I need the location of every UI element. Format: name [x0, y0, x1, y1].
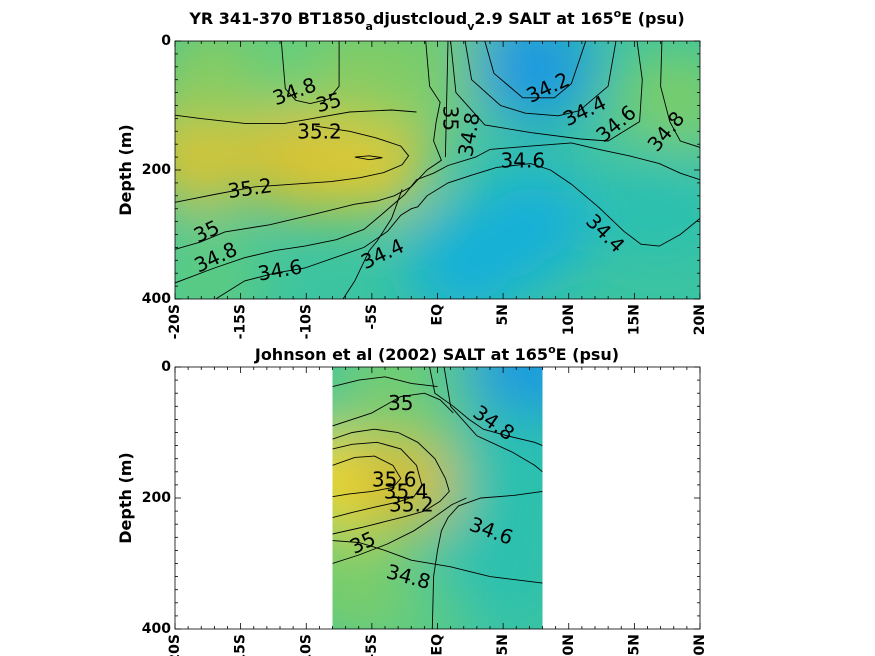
- title-segment: Johnson et al (2002) SALT at 165: [254, 345, 548, 364]
- field-blob: [407, 205, 531, 299]
- x-tick-label: -5S: [364, 634, 380, 656]
- contour-label: 34.6: [501, 148, 546, 172]
- y-axis-label: Depth (m): [116, 452, 135, 544]
- y-tick-label: 400: [142, 291, 171, 307]
- title-segment: 2.9 SALT at 165: [474, 9, 613, 28]
- contour-label: 35.2: [297, 119, 342, 143]
- field-blob: [175, 221, 269, 299]
- title-segment: o: [614, 7, 622, 20]
- x-tick-label: EQ: [430, 634, 446, 656]
- contour-label: 35.2: [389, 493, 434, 517]
- contour-line: [660, 41, 700, 148]
- x-tick-label: -5S: [364, 304, 380, 330]
- x-tick-label: 20N: [692, 634, 708, 656]
- contour-line: [450, 41, 643, 142]
- salinity-field: [175, 41, 700, 299]
- bottom-panel-title: Johnson et al (2002) SALT at 165oE (psu): [254, 343, 619, 364]
- title-segment: a: [365, 20, 372, 33]
- contour-label: 35: [439, 106, 463, 131]
- contour-line: [332, 540, 543, 584]
- contour-line: [431, 490, 543, 629]
- title-segment: djustcloud: [373, 9, 467, 28]
- field-blob: [613, 47, 700, 164]
- top-panel: YR 341-370 BT1850adjustcloudv2.9 SALT at…: [116, 7, 708, 339]
- contour-label: 35.6: [372, 468, 417, 492]
- y-tick-label: 200: [142, 162, 171, 178]
- y-tick-label: 200: [142, 490, 171, 506]
- contour-label: 35.4: [384, 479, 429, 503]
- x-tick-label: 20N: [692, 304, 708, 335]
- contour-line: [215, 163, 700, 299]
- top-panel-title: YR 341-370 BT1850adjustcloudv2.9 SALT at…: [188, 7, 684, 33]
- x-tick-label: -10S: [298, 634, 314, 656]
- x-tick-label: 10N: [561, 634, 577, 656]
- contour-line: [175, 125, 410, 203]
- contour-line: [175, 41, 442, 250]
- x-tick-label: 5N: [495, 304, 511, 325]
- contour-line: [175, 109, 417, 125]
- x-tick-label: -20S: [167, 634, 183, 656]
- y-tick-label: 0: [161, 33, 171, 49]
- title-segment: YR 341-370 BT1850: [188, 9, 365, 28]
- salinity-field: [332, 367, 543, 629]
- title-segment: v: [467, 20, 475, 33]
- x-tick-label: EQ: [430, 304, 446, 326]
- x-tick-label: 15N: [626, 304, 642, 335]
- contour-line: [342, 189, 403, 299]
- x-tick-label: -20S: [167, 304, 183, 339]
- field-blob: [332, 525, 411, 629]
- contour-line: [332, 428, 450, 535]
- x-tick-label: -10S: [298, 304, 314, 339]
- contour-line: [332, 455, 402, 498]
- title-segment: E (psu): [556, 345, 620, 364]
- x-tick-label: 5N: [495, 634, 511, 655]
- y-axis-label: Depth (m): [116, 124, 135, 216]
- contour-line: [444, 41, 449, 158]
- contour-line: [484, 41, 587, 99]
- bottom-panel: Johnson et al (2002) SALT at 165oE (psu)…: [116, 343, 708, 656]
- contour-line: [443, 367, 543, 473]
- contour-line: [280, 41, 340, 105]
- field-blob: [434, 505, 543, 622]
- contour-line: [332, 441, 423, 519]
- contour-line: [429, 367, 543, 447]
- field-blob: [471, 41, 596, 125]
- field-blob: [597, 144, 700, 261]
- y-tick-label: 0: [161, 359, 171, 375]
- contour-line: [332, 392, 454, 427]
- title-segment: o: [548, 343, 556, 356]
- contour-line: [332, 497, 467, 564]
- x-tick-label: 10N: [561, 304, 577, 335]
- x-tick-label: -15S: [233, 634, 249, 656]
- x-tick-label: -15S: [233, 304, 249, 339]
- y-tick-label: 400: [142, 621, 171, 637]
- x-tick-label: 15N: [626, 634, 642, 656]
- contour-label: 35: [388, 391, 413, 415]
- title-segment: E (psu): [621, 9, 685, 28]
- contour-line: [354, 155, 383, 161]
- contour-line: [464, 41, 617, 117]
- contour-line: [175, 142, 700, 284]
- contour-line: [332, 376, 438, 388]
